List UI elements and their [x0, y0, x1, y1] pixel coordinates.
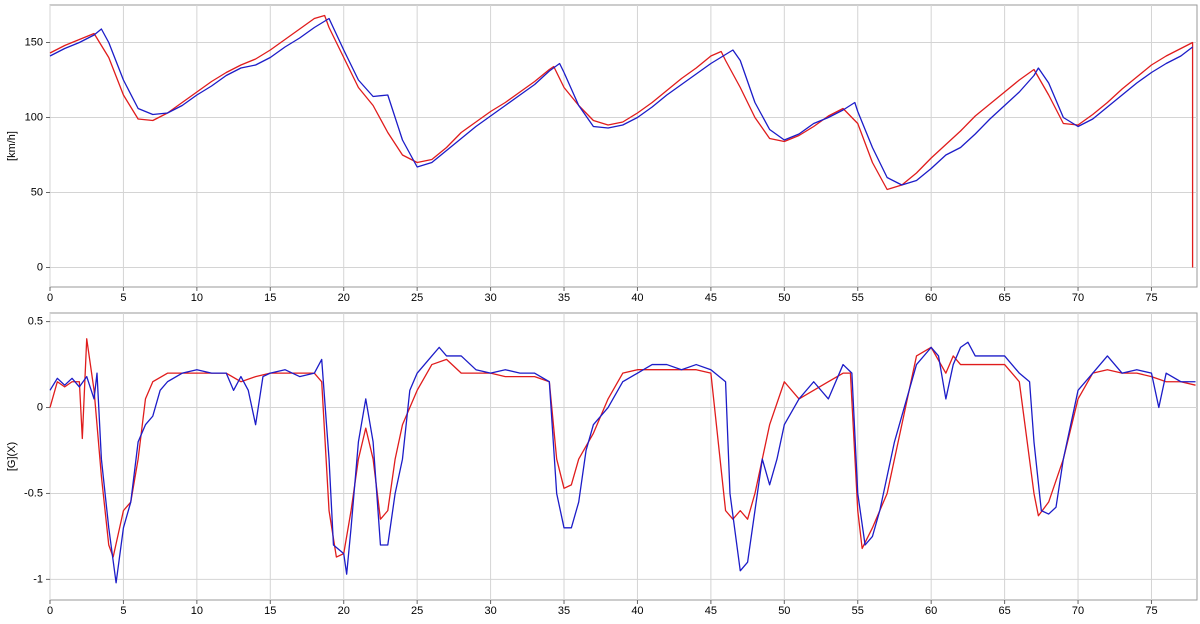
data-line	[49, 341, 1196, 584]
y-tick-label: 0	[37, 401, 43, 413]
data-line	[49, 14, 1194, 268]
y-tick-label: 0	[37, 261, 43, 273]
x-tick-label: 55	[852, 292, 864, 304]
plot-area	[49, 312, 1198, 601]
x-tick-label: 65	[998, 605, 1010, 617]
x-tick-label: 0	[47, 605, 53, 617]
x-tick-label: 35	[558, 605, 570, 617]
x-tick-label: 25	[411, 292, 423, 304]
x-tick-label: 75	[1145, 605, 1157, 617]
x-tick-label: 15	[264, 605, 276, 617]
x-tick-label: 60	[925, 292, 937, 304]
y-tick-label: 100	[25, 111, 43, 123]
x-tick-label: 70	[1072, 292, 1084, 304]
x-tick-label: 45	[705, 292, 717, 304]
x-tick-label: 70	[1072, 605, 1084, 617]
plot-area	[49, 4, 1198, 288]
x-tick-label: 40	[631, 292, 643, 304]
x-tick-label: 65	[998, 292, 1010, 304]
x-tick-label: 45	[705, 605, 717, 617]
x-tick-label: 20	[338, 292, 350, 304]
x-tick-label: 10	[191, 292, 203, 304]
x-tick-label: 0	[47, 292, 53, 304]
y-axis-label: [km/h]	[6, 131, 18, 161]
y-tick-label: -1	[33, 573, 43, 585]
x-tick-label: 50	[778, 605, 790, 617]
x-tick-label: 5	[120, 292, 126, 304]
y-axis-label: [G](X)	[6, 442, 18, 471]
x-tick-label: 50	[778, 292, 790, 304]
x-tick-label: 55	[852, 605, 864, 617]
data-line	[49, 17, 1193, 186]
x-tick-label: 10	[191, 605, 203, 617]
y-tick-label: 0.5	[28, 315, 43, 327]
x-tick-label: 60	[925, 605, 937, 617]
y-tick-label: -0.5	[24, 487, 43, 499]
y-tick-label: 150	[25, 36, 43, 48]
data-line	[49, 338, 1196, 558]
x-tick-label: 35	[558, 292, 570, 304]
x-tick-label: 15	[264, 292, 276, 304]
x-tick-label: 5	[120, 605, 126, 617]
y-tick-label: 50	[31, 186, 43, 198]
x-tick-label: 75	[1145, 292, 1157, 304]
x-tick-label: 30	[484, 292, 496, 304]
x-tick-label: 25	[411, 605, 423, 617]
x-tick-label: 20	[338, 605, 350, 617]
x-tick-label: 40	[631, 605, 643, 617]
x-tick-label: 30	[484, 605, 496, 617]
